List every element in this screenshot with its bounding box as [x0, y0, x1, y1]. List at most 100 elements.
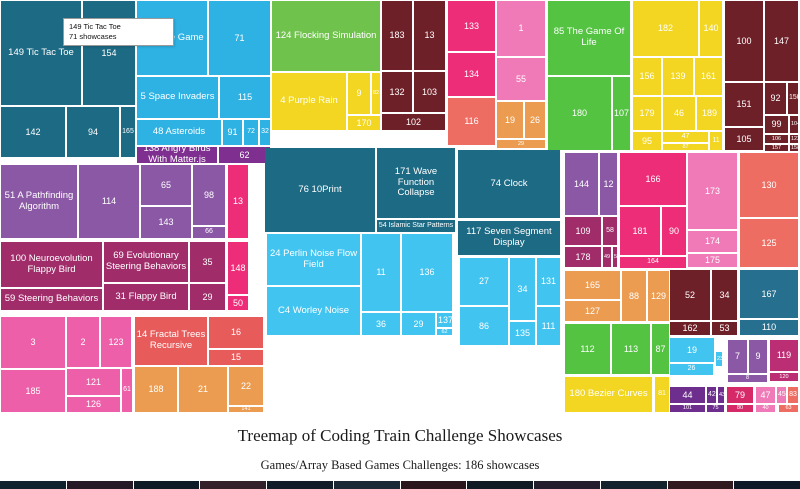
treemap-cell[interactable]: 133 — [448, 1, 495, 51]
treemap-cell[interactable]: 16 — [209, 317, 263, 348]
treemap-cell[interactable]: 2 — [67, 317, 99, 367]
treemap-cell[interactable]: 40 — [756, 405, 775, 412]
treemap-cell[interactable]: 119 — [770, 340, 798, 371]
treemap-cell[interactable]: 167 — [740, 270, 798, 318]
treemap-cell[interactable]: 120 — [770, 373, 798, 381]
treemap-cell[interactable]: 1 — [497, 1, 545, 56]
treemap-cell[interactable]: 185 — [1, 370, 65, 412]
treemap-cell[interactable]: 5 Space Invaders — [137, 77, 218, 118]
treemap-cell[interactable]: 95 — [633, 132, 661, 150]
treemap-cell[interactable]: 151 — [725, 83, 763, 126]
treemap-cell[interactable]: 180 — [548, 77, 611, 150]
treemap-cell[interactable]: 105 — [725, 128, 763, 150]
treemap-cell[interactable]: 81 — [655, 377, 669, 412]
treemap-cell[interactable]: 27 — [460, 258, 508, 305]
treemap-cell[interactable]: 62 — [219, 147, 270, 163]
treemap-cell[interactable]: 123 — [101, 317, 131, 367]
treemap-cell[interactable]: 47 — [756, 387, 775, 403]
treemap-cell[interactable]: 76 10Print — [265, 148, 375, 232]
treemap-cell[interactable]: 126 — [67, 397, 120, 412]
treemap-cell[interactable]: 45 — [777, 387, 786, 403]
treemap-cell[interactable]: 80 — [727, 405, 753, 412]
treemap-cell[interactable]: 87 — [652, 324, 669, 374]
treemap-cell[interactable]: 22 — [229, 367, 263, 405]
treemap-cell[interactable]: 50 — [228, 296, 248, 310]
treemap-cell[interactable]: 132 — [382, 72, 412, 112]
treemap-cell[interactable]: 136 — [402, 234, 452, 311]
treemap-cell[interactable]: 166 — [620, 153, 686, 205]
treemap-cell[interactable]: 162 — [670, 322, 710, 335]
treemap-cell[interactable]: 63 — [779, 405, 798, 412]
treemap-cell[interactable]: 61 — [122, 369, 132, 412]
treemap-cell[interactable]: 109 — [565, 217, 601, 245]
treemap-cell[interactable]: 110 — [740, 320, 798, 335]
treemap-cell[interactable]: 144 — [565, 153, 598, 215]
treemap-cell[interactable]: 112 — [565, 324, 610, 374]
treemap-cell[interactable]: 69 Evolutionary Steering Behaviors — [104, 242, 188, 282]
treemap-cell[interactable]: 71 — [209, 1, 270, 75]
treemap-cell[interactable]: 90 — [662, 207, 686, 255]
treemap-cell[interactable]: 154 — [83, 1, 135, 105]
treemap-cell[interactable]: 13 — [228, 165, 248, 238]
treemap-cell[interactable]: 36 — [362, 313, 400, 335]
treemap-cell[interactable]: 4 Purple Rain — [272, 73, 346, 130]
treemap-cell[interactable]: 31 Flappy Bird — [104, 284, 188, 310]
treemap-cell[interactable]: 170 — [348, 116, 380, 130]
treemap-cell[interactable]: 103 — [414, 72, 445, 112]
treemap-cell[interactable]: 107 — [613, 77, 630, 150]
treemap-cell[interactable]: 34 — [712, 270, 737, 320]
treemap-cell[interactable]: 74 Clock — [458, 150, 560, 218]
treemap-cell[interactable]: 171 Wave Function Collapse — [377, 148, 455, 218]
treemap-cell[interactable]: 47 — [663, 132, 708, 142]
treemap-cell[interactable]: 86 — [460, 307, 508, 345]
treemap-cell[interactable]: 42 — [707, 387, 716, 403]
treemap-cell[interactable]: 35 — [190, 242, 225, 282]
treemap-cell[interactable]: 138 Angry Birds With Matter.js — [137, 147, 217, 163]
treemap-cell[interactable]: 158 — [790, 145, 798, 151]
treemap-cell[interactable]: 175 — [688, 254, 737, 267]
treemap-cell[interactable]: 104 — [790, 116, 798, 133]
treemap-cell[interactable]: 161 — [695, 58, 722, 95]
treemap-cell[interactable]: 62 — [437, 329, 452, 335]
treemap-cell[interactable]: 134 — [448, 53, 495, 96]
treemap-cell[interactable]: 156 — [633, 58, 661, 95]
treemap-cell[interactable]: 11 — [362, 234, 400, 311]
treemap-cell[interactable]: 51 A Pathfinding Algorithm — [1, 165, 77, 238]
treemap-cell[interactable]: 100 Neuroevolution Flappy Bird — [1, 242, 102, 287]
treemap-cell[interactable]: 124 Flocking Simulation — [272, 1, 380, 71]
treemap-cell[interactable]: 3 — [1, 317, 65, 368]
treemap-cell[interactable]: 83 — [788, 387, 798, 403]
treemap-cell[interactable]: 141 — [229, 407, 263, 412]
treemap-cell[interactable]: 188 — [135, 367, 177, 412]
treemap-cell[interactable]: 182 — [633, 1, 698, 56]
treemap-cell[interactable]: 137 — [437, 313, 452, 327]
treemap-cell[interactable]: 130 — [740, 153, 798, 217]
treemap-cell[interactable]: 43 — [718, 387, 724, 403]
treemap-cell[interactable]: 129 — [648, 271, 669, 321]
treemap-cell[interactable]: 106 — [765, 135, 788, 143]
treemap-cell[interactable]: 173 — [688, 153, 737, 229]
treemap-cell[interactable]: 66 — [193, 227, 225, 238]
treemap-cell[interactable]: 114 — [79, 165, 139, 238]
treemap-cell[interactable]: 116 — [448, 98, 495, 145]
treemap-cell[interactable]: 9 — [348, 73, 370, 114]
treemap-cell[interactable]: 125 — [740, 219, 798, 267]
treemap-cell[interactable]: 91 — [223, 120, 242, 145]
treemap-cell[interactable]: 92 — [765, 83, 786, 114]
treemap-cell[interactable]: 11 — [710, 132, 722, 150]
treemap-cell[interactable]: 46 — [663, 97, 695, 130]
treemap-cell[interactable]: 88 — [622, 271, 646, 321]
treemap-cell[interactable]: 165 — [565, 271, 620, 299]
treemap-cell[interactable]: 183 — [382, 1, 412, 70]
treemap-cell[interactable]: 65 — [141, 165, 191, 205]
treemap-cell[interactable]: C4 Worley Noise — [267, 287, 360, 335]
treemap-cell[interactable]: 140 — [700, 1, 722, 56]
treemap-cell[interactable]: 147 — [765, 1, 798, 81]
treemap-cell[interactable]: 53 — [712, 322, 737, 335]
treemap-cell[interactable]: 189 — [697, 97, 722, 130]
treemap-cell[interactable]: 165 — [121, 107, 135, 157]
treemap-cell[interactable]: 26 — [670, 364, 713, 375]
treemap-cell[interactable]: 26 — [525, 102, 545, 138]
treemap-cell[interactable]: 52 — [670, 270, 710, 320]
treemap-cell[interactable]: 21 — [179, 367, 227, 412]
